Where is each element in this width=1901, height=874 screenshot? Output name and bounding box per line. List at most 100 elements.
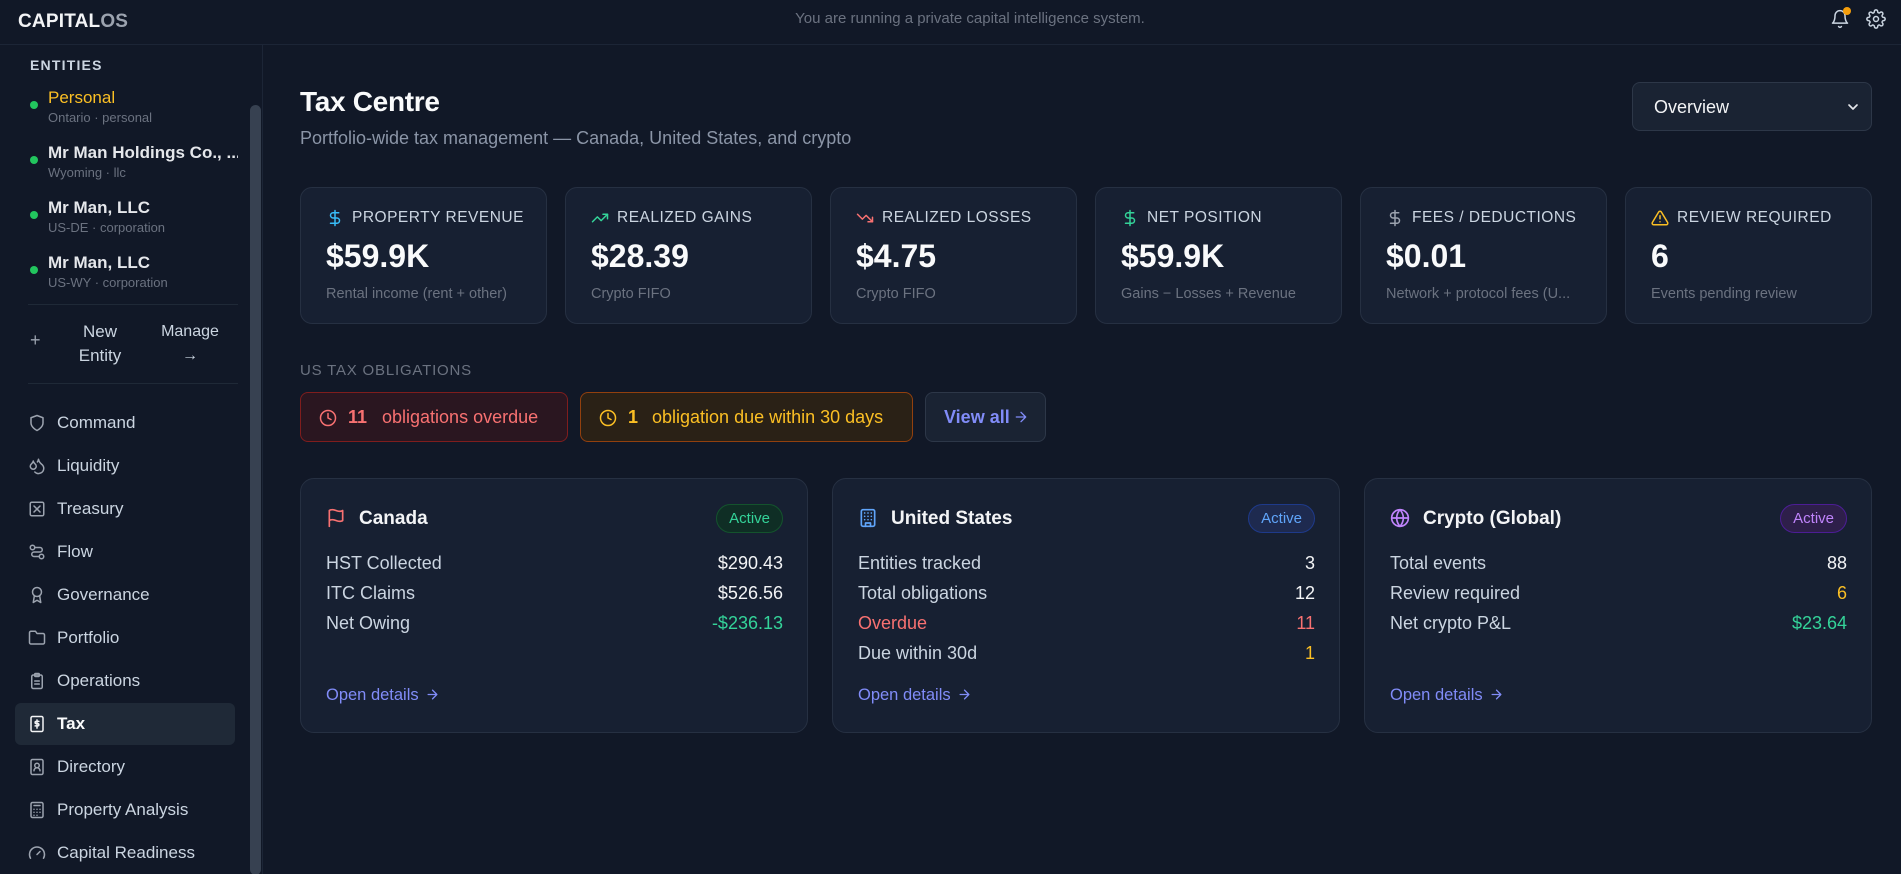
settings-button[interactable] [1865, 8, 1887, 30]
view-select-value: Overview [1654, 97, 1730, 117]
nav-label: Flow [57, 542, 93, 561]
overdue-obligations-pill[interactable]: 11 obligations overdue [300, 392, 568, 442]
nav-label: Command [57, 413, 136, 432]
trending-up-icon [591, 213, 609, 223]
nav-label: Directory [57, 757, 126, 776]
row-label: Due within 30d [858, 643, 978, 663]
view-all-button[interactable]: View all [925, 392, 1046, 442]
page-subtitle: Portfolio-wide tax management — Canada, … [300, 128, 852, 148]
nav-item-operations[interactable]: Operations [15, 660, 235, 702]
clipboard-icon [31, 672, 43, 690]
stat-realized-losses: REALIZED LOSSES $4.75 Crypto FIFO [830, 187, 1077, 324]
card-row: Net Owing -$236.13 [326, 613, 783, 637]
stat-caption: Events pending review [1651, 286, 1797, 302]
status-dot [30, 101, 38, 109]
entity-personal[interactable]: Personal Ontario · personal [28, 88, 238, 128]
due-soon-pill[interactable]: 1 obligation due within 30 days [580, 392, 913, 442]
manage-button[interactable]: Manage → [161, 323, 219, 364]
nav-item-command[interactable]: Command [15, 402, 235, 444]
nav-item-liquidity[interactable]: Liquidity [15, 445, 235, 487]
entity-holdings[interactable]: Mr Man Holdings Co., ... Wyoming · llc [28, 143, 238, 183]
flag-icon [328, 508, 344, 528]
open-details-link[interactable]: Open details [326, 686, 440, 705]
new-entity-button[interactable]: + New Entity [28, 318, 138, 368]
nav-label: Capital Readiness [57, 843, 195, 862]
stat-value: 6 [1651, 238, 1669, 274]
droplet-icon [29, 458, 45, 475]
nav-label: Treasury [57, 499, 124, 518]
nav-item-capital-readiness[interactable]: Capital Readiness [15, 832, 235, 874]
nav-item-treasury[interactable]: Treasury [15, 488, 235, 530]
nav-item-directory[interactable]: Directory [15, 746, 235, 788]
entity-llc-de[interactable]: Mr Man, LLC US-DE · corporation [28, 198, 238, 238]
card-title: Crypto (Global) [1423, 508, 1562, 529]
nav-label: Operations [57, 671, 141, 690]
stat-property-revenue: PROPERTY REVENUE $59.9K Rental income (r… [300, 187, 547, 324]
row-value: 3 [1304, 553, 1315, 573]
arrow-right-icon [959, 689, 970, 700]
nav-item-governance[interactable]: Governance [15, 574, 235, 616]
view-select[interactable]: Overview [1632, 82, 1872, 131]
dollar-icon [1389, 209, 1401, 227]
row-value: $290.43 [717, 553, 783, 573]
entities-heading: ENTITIES [30, 57, 103, 73]
card-row: ITC Claims $526.56 [326, 583, 783, 607]
notifications-button[interactable] [1829, 7, 1851, 30]
row-label: Overdue [858, 613, 928, 633]
nav-item-flow[interactable]: Flow [15, 531, 235, 573]
nav-item-property-analysis[interactable]: Property Analysis [15, 789, 235, 831]
row-value: 1 [1304, 643, 1315, 663]
divider [28, 304, 238, 305]
calculator-icon [30, 801, 44, 819]
chevron-down-icon [1848, 104, 1858, 110]
card-canada: Canada Active HST Collected $290.43 ITC C… [300, 478, 808, 733]
trending-down-icon [856, 213, 874, 223]
row-label: ITC Claims [326, 583, 415, 603]
row-label: HST Collected [326, 553, 442, 573]
warning-icon [1651, 210, 1669, 226]
arrow-right-icon [1015, 411, 1027, 423]
nav-item-portfolio[interactable]: Portfolio [15, 617, 235, 659]
logo-main: CAPITAL [18, 11, 101, 32]
row-value: 88 [1826, 553, 1847, 573]
row-value: 11 [1296, 613, 1315, 633]
flow-icon [29, 544, 45, 560]
logo-accent: OS [100, 11, 129, 32]
row-value: $23.64 [1791, 613, 1847, 633]
stat-value: $59.9K [1121, 238, 1225, 274]
entity-name: Personal [48, 88, 116, 107]
stat-label: PROPERTY REVENUE [352, 209, 524, 226]
entity-name: Mr Man Holdings Co., ... [48, 143, 238, 162]
nav-label: Portfolio [57, 628, 120, 647]
row-label: Net crypto P&L [1390, 613, 1512, 633]
card-row: HST Collected $290.43 [326, 553, 783, 577]
open-details-link[interactable]: Open details [858, 686, 972, 705]
receipt-icon [30, 715, 44, 733]
card-row: Due within 30d 1 [858, 643, 1315, 667]
sidebar-scrollbar[interactable] [250, 105, 261, 874]
due-text: obligation due within 30 days [652, 407, 884, 427]
notification-dot [1843, 7, 1851, 15]
open-details-link[interactable]: Open details [1390, 686, 1504, 705]
row-label: Net Owing [326, 613, 411, 633]
nav-item-tax[interactable]: Tax [15, 703, 235, 745]
row-value: $526.56 [717, 583, 783, 603]
entity-llc-wy[interactable]: Mr Man, LLC US-WY · corporation [28, 253, 238, 293]
page-title: Tax Centre [300, 86, 440, 117]
gauge-icon [28, 846, 46, 859]
building-icon [860, 508, 876, 528]
stat-label: REALIZED GAINS [617, 209, 753, 226]
stat-fees-deductions: FEES / DEDUCTIONS $0.01 Network + protoc… [1360, 187, 1607, 324]
overdue-count: 11 [348, 407, 368, 427]
app-logo[interactable]: CAPITALOS [18, 11, 128, 33]
stat-realized-gains: REALIZED GAINS $28.39 Crypto FIFO [565, 187, 812, 324]
card-united-states: United States Active Entities tracked 3 T… [832, 478, 1340, 733]
divider [28, 383, 238, 384]
open-details-label: Open details [326, 686, 419, 704]
card-row: Total obligations 12 [858, 583, 1315, 607]
open-details-label: Open details [1390, 686, 1483, 704]
folder-icon [28, 630, 46, 645]
card-crypto: Crypto (Global) Active Total events 88 Re… [1364, 478, 1872, 733]
stat-label: REVIEW REQUIRED [1677, 209, 1832, 226]
due-count: 1 [628, 407, 639, 427]
